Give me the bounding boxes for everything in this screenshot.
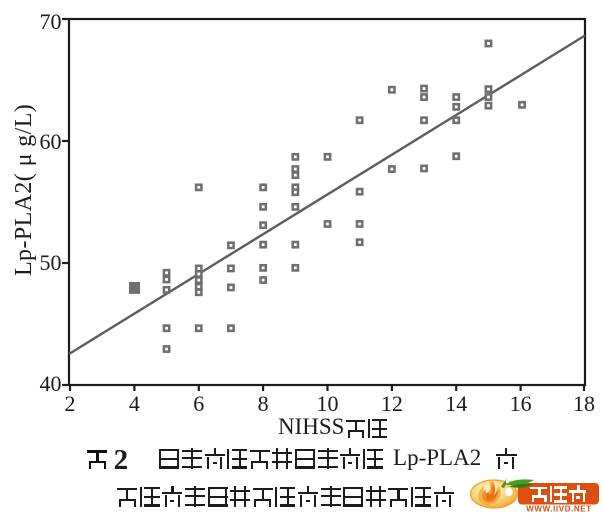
svg-text:12: 12: [381, 391, 403, 416]
svg-text:60: 60: [40, 129, 62, 154]
svg-text:8: 8: [258, 391, 269, 416]
svg-text:14: 14: [445, 391, 467, 416]
svg-text:6: 6: [193, 391, 204, 416]
svg-text:18: 18: [573, 391, 595, 416]
svg-text:2: 2: [65, 391, 76, 416]
svg-text:16: 16: [510, 391, 532, 416]
svg-text:70: 70: [40, 9, 62, 34]
svg-text:40: 40: [40, 371, 62, 396]
svg-text:50: 50: [40, 250, 62, 275]
svg-text:Lp-PLA2( μ g/L): Lp-PLA2( μ g/L): [11, 104, 37, 276]
svg-text:NIHSS: NIHSS: [278, 414, 344, 439]
svg-text:WWW.IIVD.NET: WWW.IIVD.NET: [526, 505, 591, 514]
svg-text:10: 10: [317, 391, 339, 416]
svg-text:4: 4: [129, 391, 140, 416]
